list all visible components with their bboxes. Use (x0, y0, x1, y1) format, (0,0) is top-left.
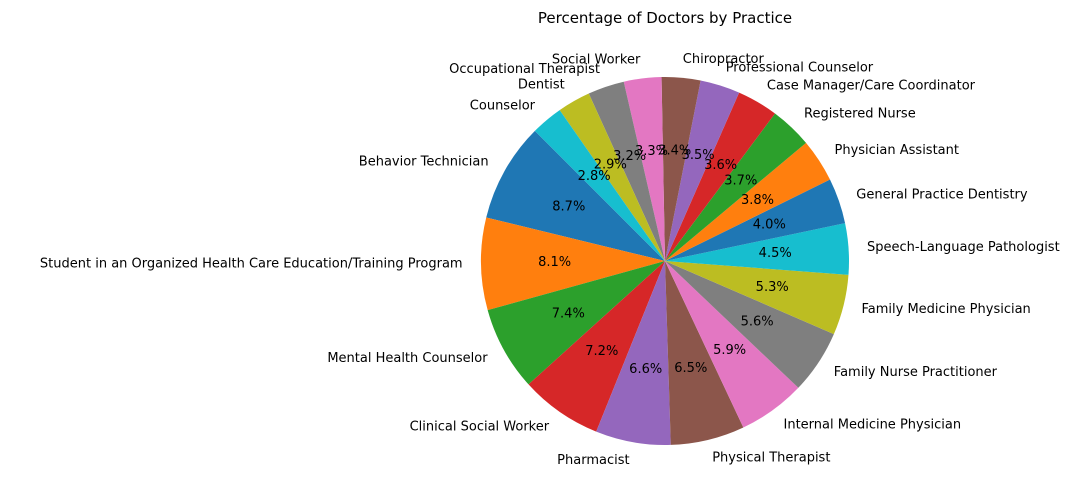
slice-label: Internal Medicine Physician (784, 418, 962, 433)
pie-slice-case-manager-care-coordinator (665, 92, 776, 261)
pie-slice-clinical-social-worker (528, 261, 665, 432)
pie-slice-physician-assistant (665, 142, 830, 261)
slice-label: Registered Nurse (804, 106, 916, 121)
percent-label: 5.3% (756, 280, 789, 295)
percent-label: 3.8% (741, 193, 774, 208)
pie-slice-mental-health-counselor (487, 261, 665, 385)
percent-label: 8.1% (538, 255, 571, 270)
percent-labels: 8.7% 8.1% 7.4% 7.2% 6.6% 6.5% 5.9% 5.6% 5.3% 4.5%… (538, 144, 792, 378)
chart-title: Percentage of Doctors by Practice (538, 9, 792, 27)
pie-slice-counselor (534, 110, 665, 261)
pie-slice-professional-counselor (665, 80, 740, 261)
percent-label: 5.6% (741, 314, 774, 329)
pie-slice-general-practice-dentistry (665, 179, 846, 261)
slice-label: Chiropractor (683, 52, 765, 67)
percent-label: 5.9% (713, 343, 746, 358)
percent-label: 3.3% (635, 144, 668, 159)
slice-label: Student in an Organized Health Care Educ… (40, 257, 463, 272)
pie-slice-physical-therapist (665, 261, 744, 445)
pie-slice-occupational-therapist (588, 81, 665, 261)
slice-label: Behavior Technician (359, 154, 489, 169)
pie-slice-registered-nurse (665, 113, 807, 261)
pie-slice-family-nurse-practitioner (665, 261, 834, 388)
percent-label: 3.2% (613, 149, 646, 164)
percent-label: 2.9% (594, 158, 627, 173)
percent-label: 3.7% (724, 173, 757, 188)
pie-slice-internal-medicine-physician (665, 261, 799, 428)
percent-label: 4.0% (753, 217, 786, 232)
pie-slice-student-in-an-organized-health-care-education-training-program (480, 217, 665, 311)
slice-label: Speech-Language Pathologist (867, 240, 1060, 255)
pie-slice-speech-language-pathologist (665, 223, 850, 275)
pie-slice-dentist (559, 93, 665, 261)
slice-label: Family Nurse Practitioner (834, 365, 998, 380)
slice-label: Case Manager/Care Coordinator (767, 79, 976, 94)
slice-label: Occupational Therapist (449, 62, 600, 77)
slice-label: Professional Counselor (726, 60, 874, 75)
slice-label: General Practice Dentistry (856, 187, 1028, 202)
pie-slices (480, 76, 850, 446)
percent-label: 3.4% (658, 144, 691, 159)
percent-label: 7.2% (585, 344, 618, 359)
pie-slice-family-medicine-physician (665, 261, 849, 335)
percent-label: 3.5% (682, 148, 715, 163)
pie-slice-chiropractor (661, 76, 701, 262)
slice-label: Family Medicine Physician (862, 302, 1031, 317)
slice-label: Social Worker (552, 53, 641, 68)
percent-label: 6.6% (629, 362, 662, 377)
slice-label: Counselor (470, 98, 536, 113)
percent-label: 2.8% (578, 169, 611, 184)
percent-label: 4.5% (759, 246, 792, 261)
slice-label: Pharmacist (557, 453, 629, 468)
percent-label: 8.7% (552, 199, 585, 214)
percent-label: 6.5% (674, 361, 707, 376)
pie-slice-social-worker (623, 77, 665, 261)
slice-label: Mental Health Counselor (327, 351, 488, 366)
slice-label: Dentist (518, 78, 565, 93)
slice-label: Clinical Social Worker (410, 420, 550, 435)
percent-label: 7.4% (552, 307, 585, 322)
pie-slice-behavior-technician (486, 130, 665, 261)
pie-slice-pharmacist (596, 261, 671, 446)
slice-labels: Behavior Technician Student in an Organiz… (40, 52, 1060, 468)
slice-label: Physical Therapist (712, 450, 830, 465)
slice-label: Physician Assistant (835, 143, 959, 158)
percent-label: 3.6% (704, 158, 737, 173)
